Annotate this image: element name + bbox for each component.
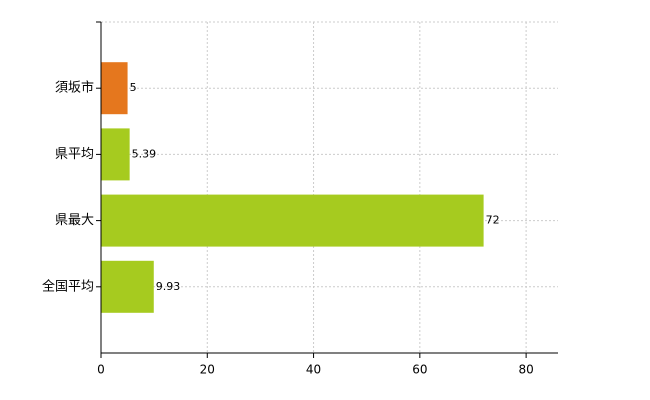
x-tick-label: 40 [306,363,321,377]
value-label: 9.93 [156,280,181,293]
x-tick-label: 0 [97,363,105,377]
y-tick-label: 須坂市 [55,80,94,96]
y-tick-label: 県平均 [55,147,94,162]
value-label: 5.39 [132,147,157,160]
bar [101,260,154,313]
value-label: 5 [130,81,137,94]
bar [101,62,128,115]
x-tick-label: 20 [200,363,215,377]
y-tick-label: 県最大 [55,213,94,228]
y-tick-label: 全国平均 [42,278,94,294]
value-label: 72 [486,214,500,227]
bar [101,128,130,181]
x-tick-label: 60 [412,363,427,377]
x-tick-label: 80 [518,363,533,377]
bar [101,194,484,247]
